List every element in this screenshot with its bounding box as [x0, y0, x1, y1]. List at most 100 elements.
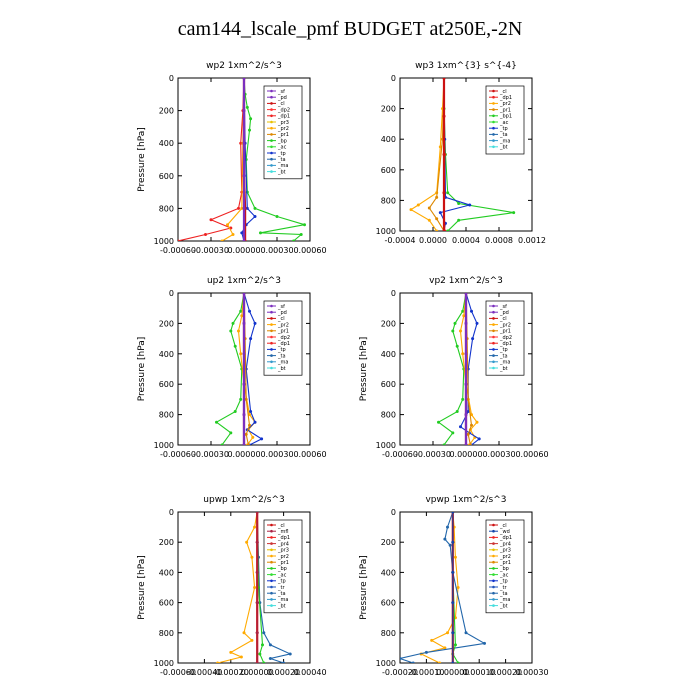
legend-marker — [492, 585, 495, 589]
data-point — [262, 661, 266, 663]
data-point — [471, 337, 475, 341]
data-point — [470, 309, 473, 313]
data-point — [442, 153, 446, 156]
data-point — [453, 555, 457, 559]
x-tick-label: 0.00000 — [449, 450, 482, 459]
data-point — [253, 321, 257, 325]
panel-title: up2 1xm^2/s^3 — [207, 276, 281, 286]
legend-label: _dp1 — [499, 341, 512, 347]
data-point — [475, 420, 479, 424]
legend-label: _dp1 — [499, 95, 512, 101]
legend-marker — [492, 310, 495, 314]
data-point — [464, 321, 468, 325]
data-point — [446, 631, 450, 635]
legend-marker — [492, 323, 495, 326]
data-point — [442, 78, 446, 80]
y-tick-label: 800 — [381, 411, 396, 420]
data-point — [451, 512, 455, 514]
y-tick-label: 800 — [159, 204, 174, 213]
data-point — [229, 650, 233, 654]
panel-6: vpwp 1xm^2/s^3 0 200 400 600 800 1000-0.00020-… — [359, 495, 549, 677]
data-point — [239, 141, 243, 145]
legend-marker — [270, 560, 273, 564]
y-tick-label: 0 — [169, 508, 174, 517]
y-axis-label: Pressure [hPa] — [137, 337, 147, 402]
legend-label: _dp1 — [277, 114, 290, 120]
legend-marker — [270, 591, 273, 595]
data-point — [255, 631, 259, 635]
legend-label: _ta — [277, 157, 286, 163]
series-group — [216, 512, 292, 663]
series-line-dp2 — [437, 293, 467, 445]
plot-frame — [399, 511, 533, 664]
legend-label: _tr — [277, 585, 285, 591]
legend-marker — [270, 133, 273, 136]
x-tick-label: -0.0004 — [385, 236, 416, 245]
data-point — [246, 443, 250, 445]
legend-marker — [270, 548, 273, 552]
data-point — [461, 397, 465, 401]
data-point — [242, 239, 246, 241]
data-point — [239, 309, 243, 313]
legend-marker — [492, 523, 495, 527]
x-tick-label: -0.00060 — [160, 246, 196, 255]
data-point — [255, 540, 259, 544]
data-point — [456, 661, 460, 663]
data-point — [242, 141, 246, 145]
x-tick-label: 0.00030 — [515, 668, 548, 677]
y-tick-label: 1000 — [376, 659, 396, 668]
series-group — [409, 78, 516, 231]
series-group — [215, 293, 264, 445]
data-point — [242, 293, 246, 295]
y-axis-label: Pressure [hPa] — [137, 127, 147, 192]
y-tick-label: 800 — [159, 629, 174, 638]
legend-marker — [492, 579, 495, 583]
y-axis-label: Pressure [hPa] — [137, 555, 147, 620]
data-point — [253, 586, 257, 589]
data-point — [464, 631, 468, 635]
legend-marker — [270, 573, 273, 576]
legend-label: _ta — [499, 353, 508, 359]
legend-marker — [270, 529, 273, 533]
data-point — [456, 586, 460, 589]
page-title: cam144_lscale_pmf BUDGET at250E,-2N — [177, 18, 523, 40]
legend-label: _tr — [499, 585, 507, 591]
legend-marker — [270, 304, 273, 308]
data-point — [216, 661, 220, 663]
legend-label: _ta — [499, 591, 508, 597]
legend-marker — [270, 354, 273, 357]
legend-label: _pr1 — [499, 560, 511, 566]
legend-marker — [270, 310, 273, 314]
legend-marker — [492, 591, 495, 595]
data-point — [482, 641, 486, 645]
y-tick-label: 0 — [391, 74, 396, 83]
legend-label: _bt — [499, 603, 508, 609]
data-point — [245, 540, 249, 544]
data-point — [242, 413, 246, 417]
data-point — [435, 217, 439, 221]
data-point — [437, 420, 440, 424]
legend-label: _ma — [277, 597, 288, 603]
data-point — [461, 309, 465, 313]
data-point — [451, 631, 455, 635]
legend-label: _ta — [499, 132, 508, 138]
legend-marker — [492, 573, 495, 576]
data-point — [442, 229, 446, 231]
data-point — [215, 420, 218, 424]
legend-label: _ac — [499, 572, 509, 578]
legend-label: _mfl — [277, 529, 289, 535]
data-point — [268, 656, 272, 660]
legend-label: _ac — [499, 120, 509, 126]
legend-label: _ac — [277, 572, 287, 578]
data-point — [451, 601, 455, 605]
legend-label: _ta — [277, 353, 286, 359]
legend-label: _ta — [277, 591, 286, 597]
legend-box — [485, 519, 525, 614]
data-point — [237, 206, 240, 210]
y-tick-label: 400 — [159, 139, 174, 148]
data-point — [438, 211, 442, 215]
series-line-pr1 — [428, 78, 445, 231]
x-tick-label: -0.00010 — [408, 668, 444, 677]
data-point — [435, 195, 439, 199]
legend-label: _pr2 — [499, 554, 511, 560]
